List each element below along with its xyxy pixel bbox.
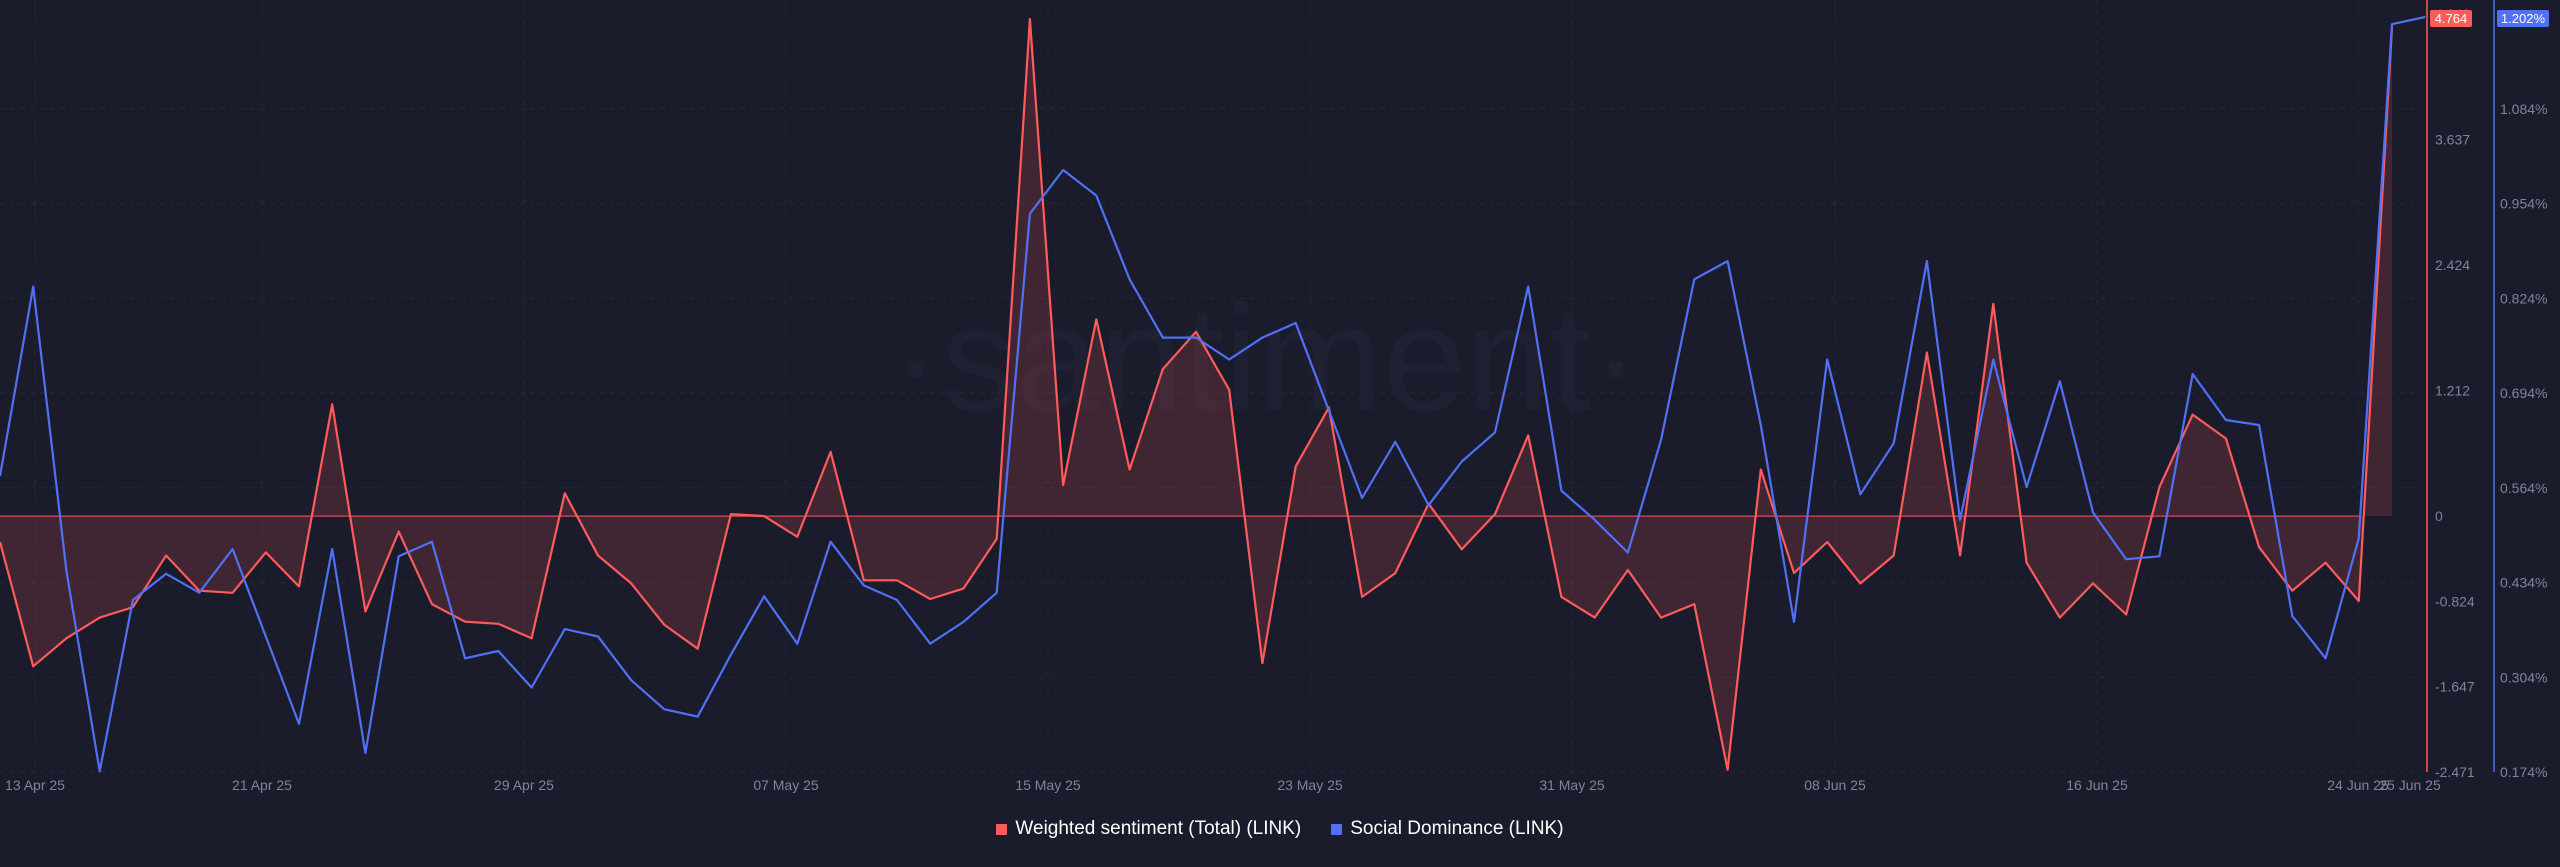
right-axis-tick-label: 1.084% xyxy=(2500,101,2547,117)
right-axis-tick-label: 0.824% xyxy=(2500,290,2547,306)
x-axis-tick-label: 13 Apr 25 xyxy=(5,777,65,793)
watermark: ·santiment· xyxy=(891,274,1641,442)
sentiment-current-badge xyxy=(2430,10,2472,27)
legend-item-dominance[interactable]: Social Dominance (LINK) xyxy=(1331,818,1564,840)
dominance-current-badge xyxy=(2497,10,2549,27)
left-axis-tick-label: 0 xyxy=(2435,508,2443,524)
x-axis-tick-label: 16 Jun 25 xyxy=(2066,777,2128,793)
right-axis-tick-label: 0.304% xyxy=(2500,669,2547,685)
sentiment-current-label: 4.764 xyxy=(2435,11,2468,26)
sentiment-area xyxy=(0,19,2392,770)
left-axis-tick-label: -0.824 xyxy=(2435,593,2475,609)
current-value-badges: 4.764 1.202% xyxy=(2430,10,2549,27)
x-axis-tick-label: 31 May 25 xyxy=(1539,777,1605,793)
legend-item-sentiment[interactable]: Weighted sentiment (Total) (LINK) xyxy=(996,818,1301,840)
legend-swatch-sentiment xyxy=(996,823,1008,835)
left-axis-tick-label: 2.424 xyxy=(2435,257,2470,273)
left-axis-tick-label: 1.212 xyxy=(2435,383,2470,399)
x-axis-tick-label: 24 Jun 25 xyxy=(2327,777,2389,793)
legend-label-dominance: Social Dominance (LINK) xyxy=(1350,818,1564,839)
legend-swatch-dominance xyxy=(1331,823,1343,835)
x-axis: 13 Apr 25 21 Apr 25 29 Apr 25 07 May 25 15 M… xyxy=(5,777,2441,793)
right-axis: 1.084% 0.954% 0.824% 0.694% 0.564% 0.434% 0.30… xyxy=(2493,0,2547,780)
x-axis-tick-label: 07 May 25 xyxy=(753,777,819,793)
left-axis-tick-label: -2.471 xyxy=(2435,764,2475,780)
right-axis-tick-label: 0.564% xyxy=(2500,480,2547,496)
legend: Weighted sentiment (Total) (LINK) Social… xyxy=(0,818,2560,840)
x-axis-tick-label: 21 Apr 25 xyxy=(232,777,292,793)
x-axis-tick-label: 15 May 25 xyxy=(1015,777,1081,793)
left-axis-tick-label: -1.647 xyxy=(2435,679,2475,695)
x-axis-tick-label: 23 May 25 xyxy=(1277,777,1343,793)
left-axis-tick-label: 3.637 xyxy=(2435,132,2470,148)
dominance-line xyxy=(0,15,2426,773)
right-axis-tick-label: 0.694% xyxy=(2500,385,2547,401)
x-axis-tick-label: 25 Jun 25 xyxy=(2379,777,2441,793)
sentiment-line xyxy=(0,18,2394,771)
right-axis-tick-label: 0.174% xyxy=(2500,764,2547,780)
dominance-current-label: 1.202% xyxy=(2501,11,2546,26)
right-axis-tick-label: 0.954% xyxy=(2500,196,2547,212)
legend-label-sentiment: Weighted sentiment (Total) (LINK) xyxy=(1015,818,1302,839)
sentiment-area-fill xyxy=(0,19,2392,770)
right-axis-tick-label: 0.434% xyxy=(2500,575,2547,591)
x-axis-tick-label: 08 Jun 25 xyxy=(1804,777,1866,793)
grid xyxy=(0,0,2420,773)
series-lines xyxy=(0,15,2426,773)
x-axis-tick-label: 29 Apr 25 xyxy=(494,777,554,793)
